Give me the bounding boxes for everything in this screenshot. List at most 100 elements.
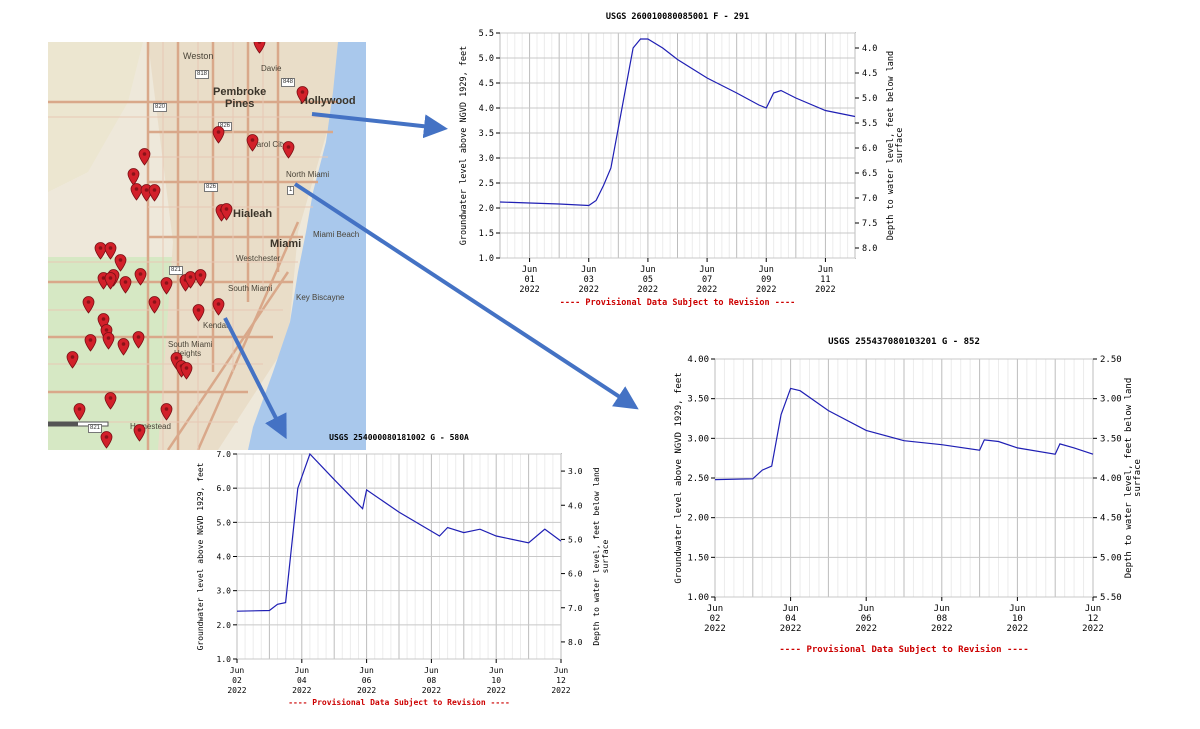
x-tick-label-day: 04 bbox=[785, 614, 796, 624]
well-location-pin[interactable] bbox=[148, 296, 161, 314]
y-tick-label: 7.0 bbox=[217, 450, 232, 459]
place-pines: Pines bbox=[225, 98, 255, 110]
well-location-pin[interactable] bbox=[119, 276, 132, 294]
well-location-pin[interactable] bbox=[212, 298, 225, 316]
series-line bbox=[714, 387, 1094, 481]
well-location-pin[interactable] bbox=[246, 134, 259, 152]
x-tick-label-month: Jun bbox=[522, 265, 537, 275]
x-tick-label-month: Jun bbox=[295, 666, 310, 675]
place-kendall: Kendall bbox=[203, 321, 230, 330]
well-location-pin[interactable] bbox=[160, 277, 173, 295]
map-panel[interactable]: Weston Davie Pembroke Pines Hollywood Ca… bbox=[48, 42, 366, 450]
well-location-pin[interactable] bbox=[148, 184, 161, 202]
chart-title: USGS 254000080181002 G - 580A bbox=[329, 433, 469, 442]
y2-axis-label: Depth to water level, feet below land bbox=[1124, 378, 1134, 578]
y2-tick-label: 4.0 bbox=[862, 44, 877, 54]
well-location-pin[interactable] bbox=[100, 431, 113, 449]
y2-axis-label: Depth to water level, feet below land bbox=[592, 467, 601, 645]
well-location-pin[interactable] bbox=[253, 42, 266, 54]
well-location-pin[interactable] bbox=[180, 362, 193, 380]
y2-axis-label-line2: surface bbox=[1133, 459, 1143, 497]
y-axis-label: Groundwater level above NGVD 1929, feet bbox=[674, 372, 684, 583]
y2-tick-label: 4.0 bbox=[568, 501, 583, 510]
well-location-pin[interactable] bbox=[212, 126, 225, 144]
well-location-pin[interactable] bbox=[73, 403, 86, 421]
y2-tick-label: 3.0 bbox=[568, 467, 583, 476]
x-tick-label-year: 2022 bbox=[519, 285, 539, 295]
y-tick-label: 5.0 bbox=[217, 518, 232, 527]
x-tick-label-day: 07 bbox=[702, 275, 712, 285]
y2-tick-label: 6.0 bbox=[568, 570, 583, 579]
place-north-miami: North Miami bbox=[286, 170, 330, 179]
x-tick-label-year: 2022 bbox=[704, 624, 726, 634]
well-location-pin[interactable] bbox=[117, 338, 130, 356]
y-tick-label: 3.50 bbox=[687, 395, 709, 405]
well-location-pin[interactable] bbox=[82, 296, 95, 314]
x-tick-label-year: 2022 bbox=[422, 686, 441, 695]
well-location-pin[interactable] bbox=[160, 403, 173, 421]
y-tick-label: 1.0 bbox=[217, 655, 232, 664]
y2-tick-label: 4.50 bbox=[1100, 514, 1122, 524]
x-tick-label-month: Jun bbox=[707, 604, 723, 614]
x-tick-label-month: Jun bbox=[640, 265, 655, 275]
y-tick-label: 3.0 bbox=[479, 154, 494, 164]
x-tick-label-year: 2022 bbox=[780, 624, 802, 634]
x-tick-label-year: 2022 bbox=[1007, 624, 1029, 634]
x-tick-label-month: Jun bbox=[759, 265, 774, 275]
place-weston: Weston bbox=[183, 51, 214, 61]
place-westchester: Westchester bbox=[236, 254, 281, 263]
well-location-pin[interactable] bbox=[102, 332, 115, 350]
y-tick-label: 4.0 bbox=[479, 104, 494, 114]
x-tick-label-day: 10 bbox=[491, 676, 501, 685]
well-location-pin[interactable] bbox=[104, 242, 117, 260]
provisional-data-notice: ---- Provisional Data Subject to Revisio… bbox=[779, 644, 1028, 655]
x-tick-label-year: 2022 bbox=[487, 686, 506, 695]
highway-shield: 1 bbox=[287, 186, 295, 195]
place-pembroke: Pembroke bbox=[213, 86, 267, 98]
y2-tick-label: 3.00 bbox=[1100, 395, 1122, 405]
well-location-pin[interactable] bbox=[138, 148, 151, 166]
well-location-pin[interactable] bbox=[130, 183, 143, 201]
x-tick-label-month: Jun bbox=[858, 604, 874, 614]
well-location-pin[interactable] bbox=[84, 334, 97, 352]
well-location-pin[interactable] bbox=[134, 268, 147, 286]
y-tick-label: 1.00 bbox=[687, 593, 709, 603]
y2-tick-label: 6.5 bbox=[862, 169, 877, 179]
well-location-pin[interactable] bbox=[192, 304, 205, 322]
well-location-pin[interactable] bbox=[94, 242, 107, 260]
x-tick-label-day: 06 bbox=[362, 676, 372, 685]
y-tick-label: 3.0 bbox=[217, 587, 232, 596]
place-key-biscayne: Key Biscayne bbox=[296, 293, 345, 302]
well-location-pin[interactable] bbox=[66, 351, 79, 369]
well-location-pin[interactable] bbox=[184, 271, 197, 289]
well-location-pin[interactable] bbox=[127, 168, 140, 186]
y2-tick-label: 4.5 bbox=[862, 69, 877, 79]
well-location-pin[interactable] bbox=[296, 86, 309, 104]
place-homestead: Homestead bbox=[130, 422, 171, 431]
place-south-miami: South Miami bbox=[228, 284, 273, 293]
place-hollywood: Hollywood bbox=[300, 95, 356, 107]
y-tick-label: 1.0 bbox=[479, 254, 494, 264]
y-tick-label: 1.5 bbox=[479, 229, 494, 239]
well-location-pin[interactable] bbox=[132, 331, 145, 349]
y-tick-label: 2.00 bbox=[687, 514, 709, 524]
well-location-pin[interactable] bbox=[104, 272, 117, 290]
y-tick-label: 4.5 bbox=[479, 79, 494, 89]
chart-title: USGS 255437080103201 G - 852 bbox=[828, 337, 980, 347]
well-location-pin[interactable] bbox=[114, 254, 127, 272]
y2-tick-label: 3.50 bbox=[1100, 434, 1122, 444]
x-tick-label-month: Jun bbox=[230, 666, 245, 675]
y2-tick-label: 7.5 bbox=[862, 219, 877, 229]
well-location-pin[interactable] bbox=[220, 203, 233, 221]
well-location-pin[interactable] bbox=[282, 141, 295, 159]
y-tick-label: 4.00 bbox=[687, 355, 709, 365]
x-tick-label-month: Jun bbox=[699, 265, 714, 275]
y2-tick-label: 5.0 bbox=[568, 535, 583, 544]
x-tick-label-day: 08 bbox=[427, 676, 437, 685]
well-location-pin[interactable] bbox=[133, 424, 146, 442]
y2-tick-label: 2.50 bbox=[1100, 355, 1122, 365]
well-location-pin[interactable] bbox=[104, 392, 117, 410]
chart-well-580a: USGS 254000080181002 G - 580A 7.0 6.0 5.0 4.… bbox=[195, 430, 625, 716]
well-location-pin[interactable] bbox=[194, 269, 207, 287]
map-base bbox=[48, 42, 366, 450]
